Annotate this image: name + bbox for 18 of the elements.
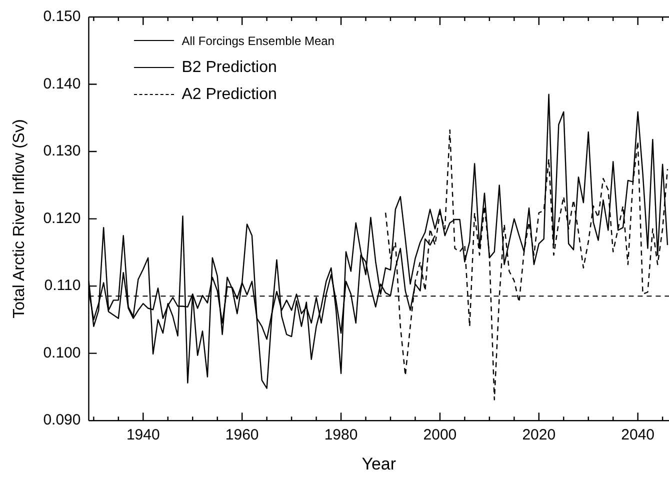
y-tick-label: 0.150 xyxy=(43,8,81,26)
x-tick-label: 2000 xyxy=(423,426,457,444)
y-tick-label: 0.130 xyxy=(43,142,81,160)
x-tick-label: 1980 xyxy=(324,426,358,444)
y-tick-label: 0.140 xyxy=(43,75,81,92)
y-tick-label: 0.100 xyxy=(43,344,81,362)
y-tick-label: 0.120 xyxy=(43,210,81,227)
legend-label: All Forcings Ensemble Mean xyxy=(182,34,334,48)
x-axis-title: Year xyxy=(362,454,396,474)
x-tick-label: 2040 xyxy=(621,426,655,444)
y-tick-label: 0.110 xyxy=(44,277,81,294)
x-tick-label: 1960 xyxy=(225,426,259,444)
legend-label: A2 Prediction xyxy=(182,86,277,104)
y-axis-title: Total Arctic River Inflow (Sv) xyxy=(11,119,28,318)
y-tick-label: 0.090 xyxy=(43,412,81,429)
x-tick-label: 2020 xyxy=(522,426,556,444)
x-tick-label: 1940 xyxy=(126,426,160,444)
legend-label: B2 Prediction xyxy=(182,58,277,76)
